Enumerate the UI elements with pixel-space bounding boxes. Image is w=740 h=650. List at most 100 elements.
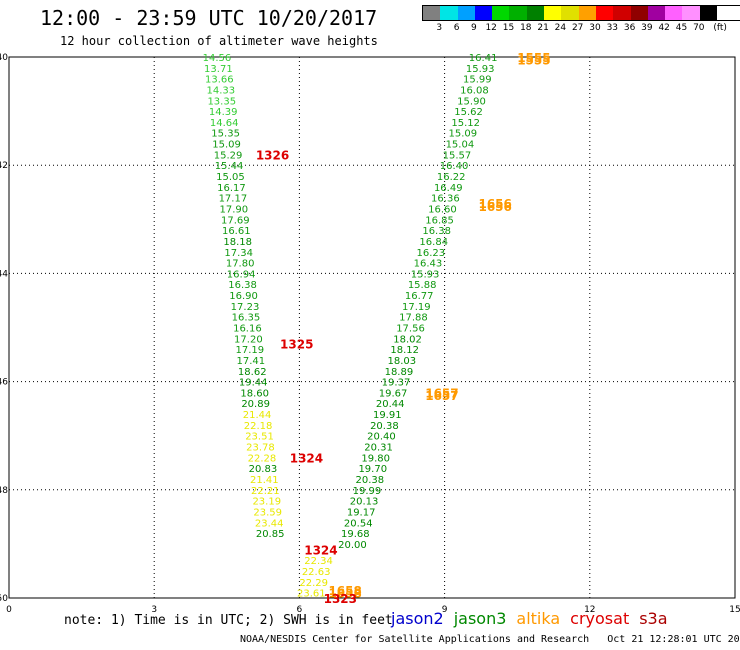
swh-value-west: 14.39 [209, 107, 238, 118]
color-scale-label: 15 [502, 23, 515, 33]
x-tick-label: 6 [297, 605, 303, 615]
swh-value-west: 23.19 [252, 497, 281, 508]
color-swatch [630, 6, 648, 20]
x-tick-label: 15 [729, 605, 740, 615]
pass-time-label: 1325 [280, 338, 313, 352]
chart-title: 12:00 - 23:59 UTC 10/20/2017 [40, 6, 378, 30]
pass-time-label: 1324 [290, 451, 323, 465]
swh-value-east: 20.40 [367, 432, 396, 443]
legend-entry-s3a: s3a [639, 609, 668, 628]
swh-value-east: 19.99 [353, 486, 382, 497]
plot-frame [8, 56, 736, 599]
pass-time-label: 1324 [304, 543, 337, 557]
swh-value-east: 16.77 [405, 291, 434, 302]
color-scale: 3 6 9 12 15 18 21 24 27 30 33 36 39 42 45 70 (ft) [422, 5, 740, 33]
swh-value-west: 21.44 [243, 410, 272, 421]
swh-value-west: 16.90 [229, 291, 258, 302]
swh-value-east: 16.36 [431, 194, 460, 205]
color-scale-label: 24 [554, 23, 567, 33]
color-scale-label: 42 [658, 23, 670, 33]
swh-value-east: 15.99 [463, 75, 492, 86]
swh-value-east: 16.49 [434, 183, 463, 194]
swh-value-east: 19.80 [361, 453, 390, 464]
pass-time-label: 1658 [328, 587, 361, 601]
swh-value-east: 16.23 [417, 248, 446, 259]
color-scale-label: 30 [589, 23, 601, 33]
color-scale-label: 21 [537, 23, 549, 33]
swh-value-west: 23.78 [246, 443, 275, 454]
y-tick-label: -40 [0, 53, 8, 63]
color-swatch [699, 6, 718, 20]
swh-value-east: 20.44 [376, 399, 405, 410]
color-scale-label: 12 [485, 23, 497, 33]
swh-value-east: 19.37 [382, 378, 411, 389]
swh-value-west: 20.89 [241, 399, 270, 410]
swh-value-west: 19.44 [239, 378, 268, 389]
y-tick-label: -48 [0, 486, 8, 496]
color-swatch [526, 6, 545, 20]
swh-value-west: 22.28 [248, 453, 277, 464]
swh-value-east: 16.40 [440, 161, 469, 172]
swh-value-west: 13.66 [205, 75, 234, 86]
x-tick-label: 12 [584, 605, 595, 615]
pass-time-label: 1657 [425, 389, 458, 403]
pass-time-label: 1555 [517, 51, 550, 65]
swh-value-west: 15.35 [211, 129, 240, 140]
swh-value-east: 16.08 [460, 85, 489, 96]
color-swatch [440, 6, 458, 20]
swh-value-west: 18.18 [223, 237, 252, 248]
swh-value-west: 16.35 [232, 313, 261, 324]
note-text: note: 1) Time is in UTC; 2) SWH is in fe… [64, 613, 393, 628]
color-scale-label: 3 [436, 23, 443, 33]
swh-value-west: 18.60 [240, 388, 269, 399]
swh-value-east: 20.13 [350, 497, 379, 508]
swh-value-east: 19.67 [379, 388, 408, 399]
pass-time-label: 1555 [517, 54, 550, 68]
color-swatch [561, 6, 579, 20]
swh-value-west: 14.56 [203, 53, 232, 64]
swh-value-west: 17.17 [219, 194, 248, 205]
color-swatch [457, 6, 475, 20]
swh-value-west: 14.33 [206, 85, 235, 96]
swh-value-east: 19.91 [373, 410, 402, 421]
color-swatch [682, 6, 700, 20]
swh-value-west: 15.05 [216, 172, 245, 183]
legend-entry-jason3: jason3 [453, 609, 507, 628]
color-scale-label: 45 [675, 23, 688, 33]
swh-value-west: 22.18 [244, 421, 273, 432]
swh-value-bottom: 22.29 [299, 578, 328, 589]
color-scale-unit: (ft) [713, 23, 727, 33]
y-tick-label: -50 [0, 594, 8, 604]
swh-value-east: 20.54 [344, 518, 373, 529]
swh-value-east: 17.56 [396, 324, 425, 335]
swh-value-east: 19.17 [347, 507, 376, 518]
swh-value-east: 18.12 [390, 345, 419, 356]
swh-value-east: 15.90 [457, 96, 486, 107]
swh-value-east: 19.68 [341, 529, 370, 540]
swh-value-bottom: 22.63 [302, 567, 331, 578]
y-tick-label: -46 [0, 378, 8, 388]
swh-value-west: 21.41 [250, 475, 279, 486]
swh-value-west: 14.64 [210, 118, 239, 129]
swh-value-west: 22.21 [251, 486, 280, 497]
y-tick-label: -42 [0, 161, 8, 171]
swh-value-east: 16.43 [414, 259, 443, 270]
color-scale-label: 70 [693, 23, 705, 33]
swh-value-west: 16.94 [227, 269, 256, 280]
color-scale-label: 33 [606, 23, 619, 33]
swh-value-east: 17.19 [402, 302, 431, 313]
swh-value-west: 23.51 [245, 432, 274, 443]
swh-value-west: 16.16 [233, 324, 262, 335]
pass-time-label: 1657 [425, 386, 458, 400]
pass-time-label: 1323 [324, 592, 357, 606]
color-scale-label: 39 [641, 23, 653, 33]
color-swatch [613, 6, 631, 20]
x-tick-label: 0 [6, 605, 12, 615]
swh-value-east: 16.22 [437, 172, 466, 183]
color-scale-label: 36 [623, 23, 636, 33]
color-swatch [474, 6, 493, 20]
color-swatch [544, 6, 562, 20]
swh-value-west: 17.34 [224, 248, 253, 259]
swh-value-east: 16.41 [469, 53, 498, 64]
swh-value-west: 17.69 [221, 215, 250, 226]
